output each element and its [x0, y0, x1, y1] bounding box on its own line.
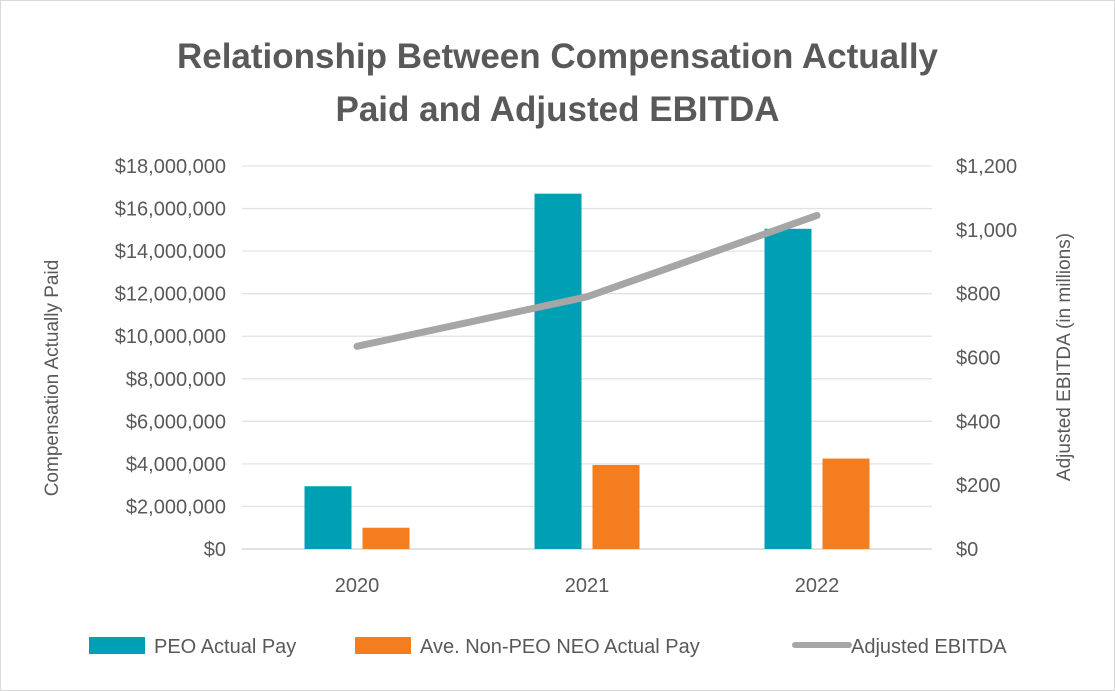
- line-series: [353, 211, 821, 350]
- y2-tick-label: $800: [956, 284, 1001, 306]
- gridlines: [242, 165, 932, 550]
- bar-peo-2021: [534, 193, 582, 549]
- chart-title: Relationship Between Compensation Actual…: [0, 30, 1115, 136]
- y-tick-label: $2,000,000: [126, 496, 226, 518]
- x-tick-label: 2020: [335, 575, 380, 597]
- y-tick-label: $8,000,000: [126, 369, 226, 391]
- y-tick-label: $6,000,000: [126, 411, 226, 433]
- y-tick-label: $16,000,000: [115, 199, 226, 221]
- left-axis-ticks: $0 $2,000,000 $4,000,000 $6,000,000 $8,000,0…: [115, 156, 226, 561]
- y2-axis-title: Adjusted EBITDA (in millions): [1054, 233, 1075, 481]
- legend-swatch-peo: [89, 637, 145, 654]
- x-tick-label: 2022: [795, 575, 840, 597]
- y2-tick-label: $1,200: [956, 156, 1017, 178]
- legend-label-peo: PEO Actual Pay: [154, 636, 296, 658]
- x-tick-label: 2021: [565, 575, 610, 597]
- bar-non-peo-2021: [592, 464, 640, 549]
- right-axis-ticks: $0 $200 $400 $600 $800 $1,000 $1,200: [956, 156, 1017, 561]
- bar-non-peo-2022: [822, 458, 870, 549]
- y2-tick-label: $0: [956, 539, 978, 561]
- y-tick-label: $18,000,000: [115, 156, 226, 178]
- legend-label-ebitda: Adjusted EBITDA: [851, 636, 1007, 658]
- y-tick-label: $4,000,000: [126, 454, 226, 476]
- x-axis-ticks: 2020 2021 2022: [335, 575, 840, 597]
- bars: [304, 193, 870, 549]
- y-axis-title: Compensation Actually Paid: [42, 260, 63, 497]
- y-tick-label: $12,000,000: [115, 284, 226, 306]
- y2-tick-label: $600: [956, 348, 1001, 370]
- bar-peo-2022: [764, 228, 812, 549]
- line-adjusted-ebitda: [353, 211, 821, 350]
- y-tick-label: $10,000,000: [115, 326, 226, 348]
- y2-tick-label: $200: [956, 475, 1001, 497]
- chart-title-line-2: Paid and Adjusted EBITDA: [335, 90, 780, 129]
- legend: PEO Actual Pay Ave. Non-PEO NEO Actual P…: [89, 636, 1007, 658]
- y-tick-label: $0: [204, 539, 226, 561]
- legend-label-non-peo: Ave. Non-PEO NEO Actual Pay: [420, 636, 700, 658]
- bar-non-peo-2020: [362, 527, 410, 549]
- legend-swatch-non-peo: [355, 637, 411, 654]
- y-tick-label: $14,000,000: [115, 241, 226, 263]
- chart-title-line-1: Relationship Between Compensation Actual…: [176, 37, 939, 76]
- bar-peo-2020: [304, 486, 352, 549]
- y2-tick-label: $1,000: [956, 220, 1017, 242]
- y2-tick-label: $400: [956, 411, 1001, 433]
